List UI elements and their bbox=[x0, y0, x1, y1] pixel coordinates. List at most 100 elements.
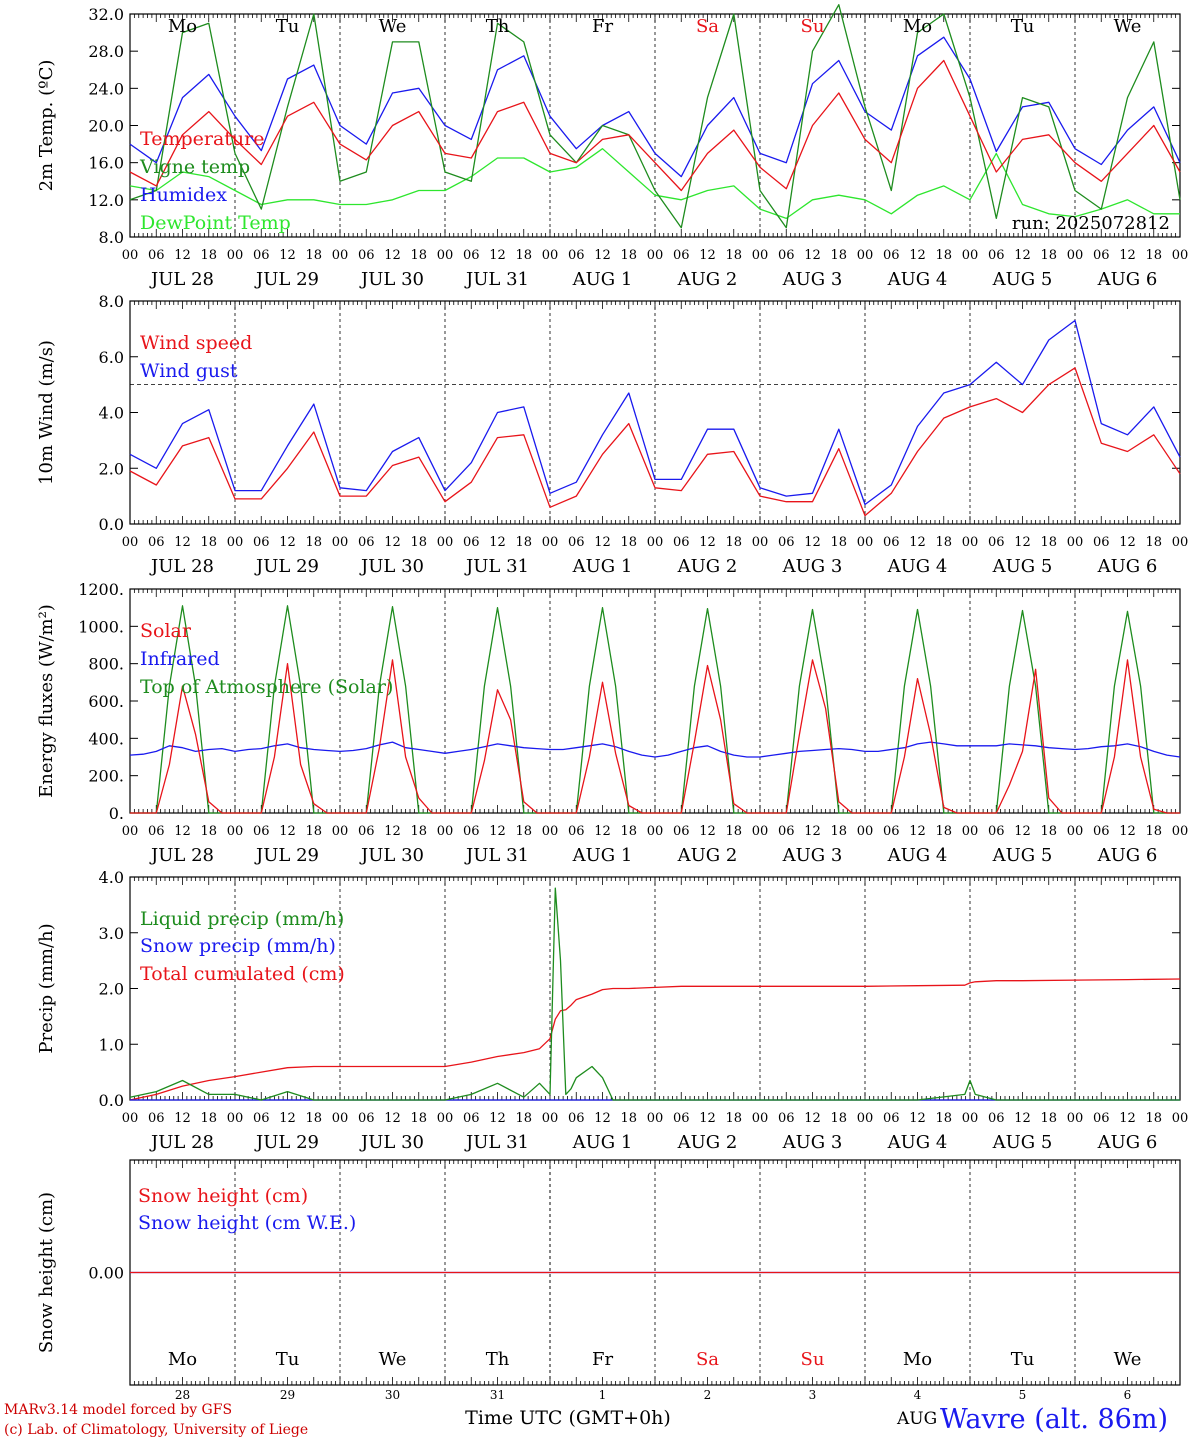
hour-label: 18 bbox=[305, 1111, 322, 1126]
day-name-bottom: Th bbox=[486, 1349, 510, 1370]
date-label: AUG 4 bbox=[887, 1132, 948, 1153]
hour-label: 06 bbox=[253, 535, 270, 550]
date-label: AUG 2 bbox=[677, 269, 738, 290]
hour-label: 00 bbox=[647, 535, 664, 550]
hour-label: 00 bbox=[542, 535, 559, 550]
date-label: AUG 3 bbox=[782, 845, 843, 866]
y-axis-label: 10m Wind (m/s) bbox=[36, 340, 57, 485]
hour-label: 06 bbox=[358, 824, 375, 839]
hour-label: 06 bbox=[1093, 248, 1110, 263]
date-label: AUG 4 bbox=[887, 269, 948, 290]
hour-label: 12 bbox=[594, 824, 611, 839]
hour-label: 06 bbox=[568, 248, 585, 263]
hour-label: 12 bbox=[699, 1111, 716, 1126]
series-line-1 bbox=[129, 4, 1181, 229]
y-tick-label: 24.0 bbox=[88, 79, 124, 98]
legend-entry: Snow height (cm W.E.) bbox=[138, 1212, 356, 1234]
series-line-1 bbox=[129, 741, 1181, 758]
date-label: JUL 31 bbox=[464, 556, 529, 577]
hour-label: 06 bbox=[148, 1111, 165, 1126]
legend-entry: Solar bbox=[140, 620, 192, 642]
hour-label: 18 bbox=[1040, 248, 1057, 263]
hour-label: 12 bbox=[174, 248, 191, 263]
day-name-bottom: Fr bbox=[592, 1349, 613, 1370]
hour-label: 06 bbox=[148, 824, 165, 839]
hour-label: 06 bbox=[253, 248, 270, 263]
hour-label: 00 bbox=[122, 824, 139, 839]
date-label: JUL 31 bbox=[464, 845, 529, 866]
date-label: AUG 4 bbox=[887, 845, 948, 866]
hour-label: 00 bbox=[752, 248, 769, 263]
hour-label: 18 bbox=[830, 248, 847, 263]
hour-label: 12 bbox=[1119, 535, 1136, 550]
hour-label: 06 bbox=[358, 248, 375, 263]
hour-label: 00 bbox=[752, 824, 769, 839]
legend-entry: Total cumulated (cm) bbox=[140, 963, 345, 985]
date-label: JUL 28 bbox=[149, 845, 214, 866]
hour-label: 00 bbox=[542, 248, 559, 263]
day-name: Th bbox=[486, 16, 510, 37]
wind-panel: 0.0 2.0 4.0 6.0 8.0 10m Wind (m/s) Wind speed W… bbox=[36, 292, 1188, 577]
series-line-2 bbox=[129, 978, 1181, 1101]
date-label: JUL 28 bbox=[149, 269, 214, 290]
hour-label: 06 bbox=[883, 1111, 900, 1126]
hour-label: 18 bbox=[830, 824, 847, 839]
hour-label: 12 bbox=[594, 1111, 611, 1126]
date-label: JUL 29 bbox=[254, 845, 319, 866]
day-number: 30 bbox=[385, 1388, 400, 1402]
y-tick-label: 1.0 bbox=[99, 1035, 124, 1054]
legend-entry: Wind gust bbox=[140, 360, 238, 382]
day-name-bottom: Mo bbox=[168, 1349, 197, 1370]
hour-label: 12 bbox=[1119, 824, 1136, 839]
hour-label: 00 bbox=[437, 824, 454, 839]
hour-label: 12 bbox=[489, 248, 506, 263]
date-label: AUG 5 bbox=[992, 269, 1053, 290]
hour-label: 12 bbox=[1119, 248, 1136, 263]
y-tick-label: 2.0 bbox=[99, 980, 124, 999]
day-number: 28 bbox=[175, 1388, 190, 1402]
hour-label: 18 bbox=[515, 1111, 532, 1126]
hour-label: 12 bbox=[174, 535, 191, 550]
legend-entry: Snow height (cm) bbox=[138, 1185, 308, 1207]
hour-label: 00 bbox=[437, 535, 454, 550]
day-number: 29 bbox=[280, 1388, 295, 1402]
day-number: 6 bbox=[1124, 1388, 1132, 1402]
hour-label: 00 bbox=[332, 824, 349, 839]
hour-label: 18 bbox=[515, 248, 532, 263]
hour-label: 18 bbox=[1145, 535, 1162, 550]
y-tick-label: 3.0 bbox=[99, 924, 124, 943]
date-label: AUG 3 bbox=[782, 269, 843, 290]
hour-label: 00 bbox=[962, 1111, 979, 1126]
hour-label: 12 bbox=[699, 248, 716, 263]
hour-label: 12 bbox=[384, 248, 401, 263]
day-name-bottom: Tu bbox=[1011, 1349, 1035, 1370]
footer: MARv3.14 model forced by GFS (c) Lab. of… bbox=[4, 1402, 1168, 1438]
day-name: Mo bbox=[168, 16, 197, 37]
hour-label: 00 bbox=[962, 248, 979, 263]
y-axis-label: Snow height (cm) bbox=[36, 1192, 57, 1353]
hour-label: 18 bbox=[935, 248, 952, 263]
day-name-bottom: Mo bbox=[903, 1349, 932, 1370]
day-name-bottom: Tu bbox=[276, 1349, 300, 1370]
time-axis-label: Time UTC (GMT+0h) bbox=[465, 1407, 671, 1429]
hour-label: 00 bbox=[227, 824, 244, 839]
station-label: Wavre (alt. 86m) bbox=[940, 1404, 1168, 1435]
hour-label: 00 bbox=[227, 535, 244, 550]
hour-label: 18 bbox=[620, 824, 637, 839]
hour-label: 00 bbox=[332, 535, 349, 550]
hour-label: 18 bbox=[725, 1111, 742, 1126]
series-line-0 bbox=[129, 887, 1180, 1101]
hour-label: 06 bbox=[988, 535, 1005, 550]
legend-entry: DewPoint Temp bbox=[140, 212, 291, 234]
hour-label: 00 bbox=[647, 1111, 664, 1126]
hour-label: 06 bbox=[463, 1111, 480, 1126]
y-tick-label: 16.0 bbox=[88, 154, 124, 173]
hour-label: 06 bbox=[883, 248, 900, 263]
y-tick-label: 0.0 bbox=[99, 515, 124, 534]
hour-label: 00 bbox=[752, 1111, 769, 1126]
day-name-bottom: Sa bbox=[696, 1349, 719, 1370]
hour-label: 12 bbox=[279, 535, 296, 550]
hour-label: 00 bbox=[752, 535, 769, 550]
hour-label: 18 bbox=[1040, 535, 1057, 550]
series-line-0 bbox=[129, 367, 1181, 517]
